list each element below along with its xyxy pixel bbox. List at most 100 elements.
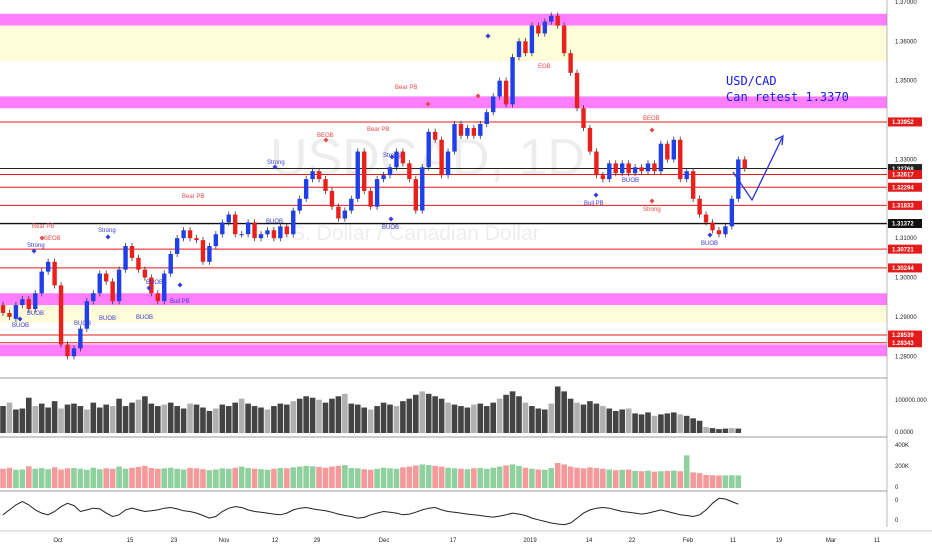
zones	[0, 13, 887, 357]
rvol-bar	[729, 475, 735, 488]
pattern-label: Strong	[267, 160, 285, 166]
volume-bar	[535, 408, 542, 433]
candle-body	[323, 179, 328, 191]
rvol-bar	[413, 465, 419, 488]
rvol-bar	[245, 468, 251, 488]
candles	[0, 12, 747, 360]
rvol-bar	[548, 468, 555, 488]
pattern-label: BUOB	[382, 225, 399, 231]
pattern-label: Strong	[27, 243, 45, 249]
rvol-bar	[116, 466, 122, 488]
candle-body	[97, 273, 102, 294]
price-level-label: 1.32617	[892, 173, 914, 179]
pattern-marker	[389, 154, 395, 160]
volume-bar	[296, 398, 303, 433]
volume-bar	[445, 402, 451, 433]
price-level-tag	[888, 219, 922, 229]
rvol-bar	[58, 469, 64, 488]
pattern-marker	[475, 93, 481, 99]
rvol-bar	[587, 467, 593, 488]
candle-body	[387, 167, 393, 176]
rvol-bar	[683, 455, 690, 488]
volume-bar	[516, 396, 522, 433]
pattern-marker	[17, 316, 23, 322]
volume-bar	[406, 398, 413, 433]
volume-bar	[322, 402, 329, 433]
rvol-bar	[380, 467, 387, 488]
volume-bar	[471, 404, 477, 433]
price-tick-label: 1.35000	[895, 79, 917, 85]
volume-bar	[245, 403, 251, 433]
pattern-label: Bear PB	[395, 85, 417, 91]
volume-bar	[387, 404, 393, 433]
volume-bar	[109, 406, 116, 433]
pattern-marker	[323, 137, 329, 143]
price-axis[interactable]: 1.37000 1.36000 1.35000 1.33000 1.31000 1.300…	[886, 0, 922, 527]
candle-body	[78, 328, 83, 349]
volume-bar	[638, 414, 645, 433]
candle-body	[245, 222, 251, 235]
candle-body	[39, 271, 44, 294]
price-level-tag	[888, 164, 922, 174]
candle-body	[594, 151, 599, 176]
pattern-marker	[272, 164, 278, 170]
volume-bar	[142, 396, 148, 433]
candle-body	[658, 143, 664, 172]
pattern-label: BUOB	[74, 321, 91, 327]
candle-body	[600, 175, 606, 180]
price-level-label: 1.33952	[892, 120, 914, 126]
pattern-marker	[146, 285, 152, 291]
pattern-marker	[39, 235, 45, 241]
time-axis[interactable]: Oct 15 23 Nov 12 29 Dec 17 2019 14 22 Feb 11 19 Mar 11	[0, 530, 932, 544]
volume-bar	[225, 406, 232, 433]
volume-bar	[606, 408, 613, 433]
rvol-bar	[206, 470, 213, 488]
candle-body	[510, 57, 515, 105]
time-tick-label: 19	[776, 538, 783, 544]
rvol-bar	[180, 469, 187, 488]
zone-band	[0, 293, 887, 306]
rvol-bar	[619, 469, 625, 488]
rvol-bar	[77, 468, 84, 488]
rvol-bar	[509, 464, 516, 488]
candle-body	[297, 198, 302, 211]
rvol-bar	[406, 466, 413, 488]
time-tick-label: Feb	[683, 538, 694, 544]
volume-bar	[496, 398, 503, 433]
rvol-bar	[471, 468, 477, 488]
volume-bar	[574, 402, 580, 433]
candle-body	[271, 230, 277, 239]
candle-body	[542, 21, 547, 34]
volume-bar	[709, 428, 716, 433]
candle-body	[742, 159, 747, 169]
price-level-tag	[888, 338, 922, 348]
volume-bar	[180, 408, 187, 433]
note-text: Can retest 1.3370	[726, 90, 849, 104]
candle-body	[581, 108, 586, 128]
candle-body	[116, 269, 122, 302]
candle-body	[555, 15, 560, 26]
candle-body	[187, 230, 193, 239]
volume-bar	[271, 406, 277, 433]
pattern-label: BUOB	[146, 280, 163, 286]
rvol-bar	[251, 468, 258, 488]
volume-bar	[19, 408, 26, 433]
rvol-bar	[651, 471, 658, 488]
candle-body	[529, 25, 535, 54]
volume-bar	[26, 397, 32, 433]
price-level-label: 1.30721	[892, 247, 914, 253]
volume-bar	[206, 410, 213, 433]
rvol-bar	[374, 468, 380, 488]
rvol-bar	[451, 468, 458, 488]
pattern-marker	[105, 234, 111, 240]
rvol-bar	[219, 468, 226, 488]
rvol-bar	[284, 468, 290, 488]
time-tick-label: 2019	[523, 538, 537, 544]
candle-body	[65, 344, 70, 357]
rvol-bar	[129, 467, 135, 488]
volume-bar	[193, 404, 200, 433]
price-tick-label: 1.31000	[895, 236, 917, 242]
volume-bar	[77, 406, 84, 433]
